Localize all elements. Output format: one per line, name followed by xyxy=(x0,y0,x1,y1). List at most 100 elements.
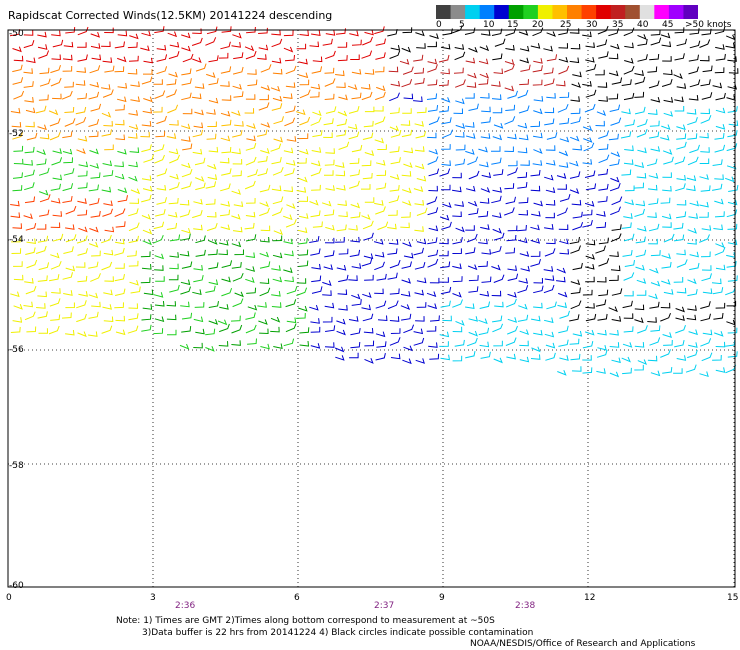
colorbar-swatch xyxy=(639,5,655,19)
wind-barb xyxy=(582,159,593,165)
wind-barb xyxy=(336,118,348,127)
wind-barb xyxy=(452,292,462,298)
wind-barb xyxy=(208,319,219,325)
wind-barb xyxy=(298,305,308,312)
wind-barb xyxy=(153,292,164,298)
wind-barb xyxy=(103,249,114,256)
wind-barb xyxy=(91,250,101,257)
wind-barb xyxy=(166,133,177,139)
wind-barb xyxy=(63,168,75,176)
wind-barb xyxy=(467,264,478,271)
wind-barb xyxy=(543,284,555,294)
wind-barb xyxy=(428,342,438,348)
wind-barb xyxy=(648,293,658,300)
wind-barb xyxy=(272,68,283,75)
wind-barb xyxy=(156,168,168,177)
wind-barb xyxy=(663,97,674,103)
wind-barb xyxy=(12,317,23,323)
wind-barb xyxy=(335,355,345,361)
wind-barb xyxy=(455,132,465,138)
wind-barb xyxy=(245,234,257,242)
wind-barb xyxy=(219,209,231,217)
wind-barb xyxy=(154,253,165,260)
wind-barb xyxy=(168,71,178,78)
latitude-labels: -50 -52 -54 -56 -58 -60 xyxy=(9,29,24,591)
wind-barb xyxy=(181,168,193,178)
wind-barb xyxy=(23,81,34,88)
wind-barb xyxy=(455,123,466,129)
wind-barb xyxy=(114,161,124,168)
wind-barb xyxy=(167,329,177,336)
wind-barb xyxy=(50,252,60,259)
wind-barb xyxy=(273,229,283,236)
wind-barb xyxy=(504,59,515,65)
wind-barb xyxy=(129,147,140,153)
wind-barb xyxy=(117,56,127,63)
wind-barb xyxy=(609,182,621,192)
wind-barb xyxy=(245,142,257,151)
wind-barb xyxy=(299,340,310,347)
wind-barb xyxy=(231,148,241,155)
wind-barb xyxy=(480,93,490,99)
wind-barb xyxy=(323,264,334,271)
wind-barb xyxy=(284,276,294,283)
wind-barb xyxy=(129,198,140,204)
wind-barb xyxy=(193,316,204,323)
wind-barb xyxy=(154,90,166,99)
wind-barb xyxy=(88,331,98,337)
wind-barb xyxy=(322,290,332,296)
wind-barb xyxy=(361,91,373,101)
wind-barb xyxy=(623,326,634,333)
wind-barb xyxy=(700,79,711,87)
wind-barb xyxy=(37,291,47,298)
wind-barb xyxy=(154,265,164,271)
wind-barb xyxy=(260,85,271,91)
wind-barb xyxy=(663,339,673,346)
wind-barb xyxy=(468,47,478,53)
wind-barb xyxy=(335,236,345,243)
wind-barb xyxy=(676,199,687,206)
wind-barb xyxy=(467,72,477,79)
wind-barb xyxy=(468,275,479,282)
wind-barb xyxy=(10,291,20,298)
wind-barb xyxy=(77,182,88,189)
wind-barb xyxy=(481,276,492,283)
colorbar-swatch xyxy=(552,5,568,19)
wind-barb xyxy=(608,93,619,100)
wind-barb xyxy=(400,304,411,311)
longitude-label: 15 xyxy=(727,593,738,600)
wind-barb xyxy=(246,135,256,142)
wind-barb xyxy=(350,202,361,209)
wind-barb xyxy=(233,91,244,98)
wind-barb xyxy=(637,54,648,62)
wind-barb xyxy=(245,266,256,272)
wind-barb xyxy=(195,328,205,335)
wind-barb xyxy=(413,96,423,103)
wind-barb xyxy=(715,124,726,130)
wind-barb xyxy=(114,302,124,309)
wind-barb xyxy=(674,96,684,103)
wind-barb xyxy=(636,172,647,179)
wind-barb xyxy=(492,228,502,234)
wind-barb xyxy=(350,328,361,336)
wind-barb xyxy=(595,299,607,307)
wind-barb xyxy=(623,65,635,75)
wind-barb xyxy=(245,94,256,100)
wind-barb xyxy=(65,205,77,215)
wind-barb xyxy=(169,252,179,258)
wind-barb xyxy=(570,353,581,361)
wind-barb xyxy=(597,82,608,88)
wind-barb xyxy=(598,183,609,191)
wind-barb xyxy=(427,58,438,65)
wind-barb xyxy=(676,249,686,256)
wind-barb xyxy=(689,251,699,258)
wind-barb xyxy=(167,31,178,38)
wind-barb xyxy=(153,144,165,153)
wind-barb xyxy=(715,264,726,271)
wind-barb xyxy=(402,241,412,248)
wind-barb xyxy=(364,150,375,156)
wind-barb xyxy=(545,200,556,206)
wind-barb xyxy=(700,108,711,115)
wind-barb xyxy=(259,201,269,208)
wind-barb xyxy=(715,367,726,373)
